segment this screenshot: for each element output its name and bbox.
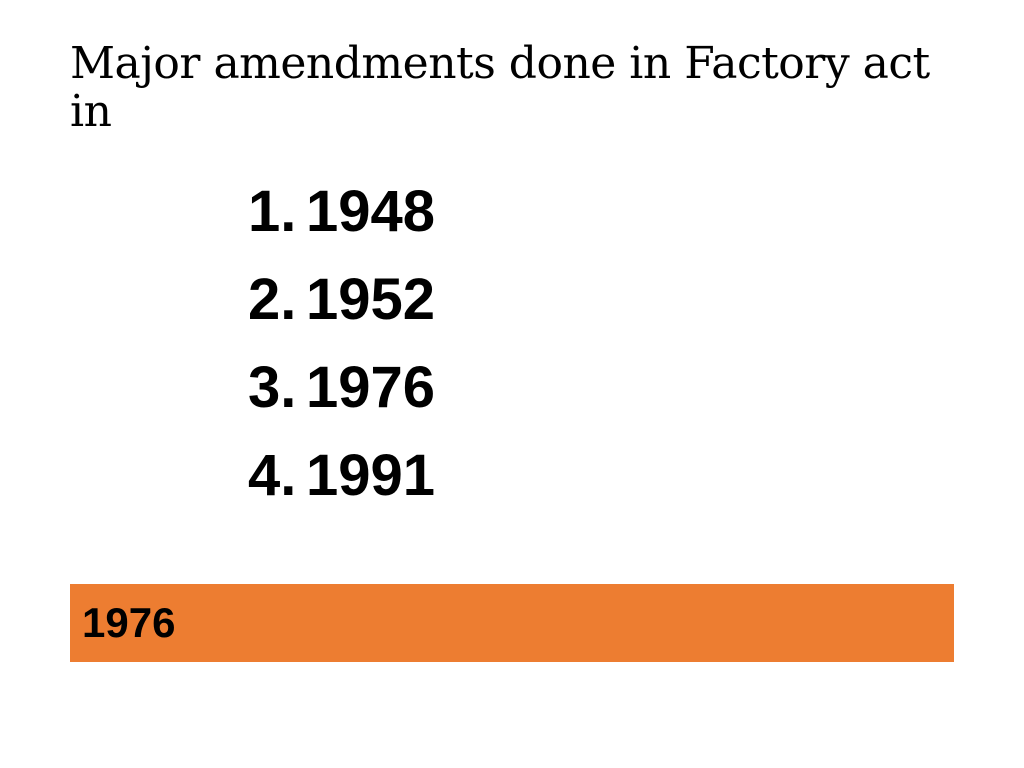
answer-bar: 1976 [70, 584, 954, 662]
option-item: 2. 1952 [248, 268, 435, 356]
option-value: 1948 [306, 179, 436, 244]
option-number: 1. [248, 179, 297, 244]
option-number: 4. [248, 443, 297, 508]
answer-text: 1976 [82, 599, 176, 646]
option-value: 1976 [306, 355, 436, 420]
option-value: 1991 [306, 443, 436, 508]
option-number: 3. [248, 355, 297, 420]
option-item: 1. 1948 [248, 180, 435, 268]
slide-title: Major amendments done in Factory act in [70, 38, 930, 137]
option-number: 2. [248, 267, 297, 332]
option-item: 3. 1976 [248, 356, 435, 444]
option-value: 1952 [306, 267, 436, 332]
options-list: 1. 1948 2. 1952 3. 1976 4. 1991 [248, 180, 435, 532]
option-item: 4. 1991 [248, 444, 435, 532]
